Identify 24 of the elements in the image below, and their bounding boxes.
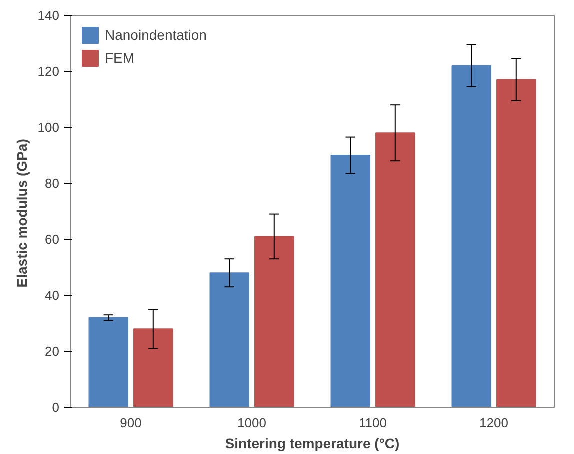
- y-tick-label: 100: [38, 120, 60, 135]
- legend-label: Nanoindentation: [105, 27, 207, 43]
- bar: [330, 155, 370, 408]
- bar: [496, 79, 536, 408]
- bar: [210, 272, 250, 408]
- y-axis-title: Elastic modulus (GPa): [14, 139, 30, 288]
- bar: [376, 132, 416, 408]
- bar: [134, 328, 174, 408]
- y-tick-label: 60: [45, 232, 60, 247]
- x-tick-label: 1100: [359, 416, 387, 430]
- x-tick-label: 1000: [238, 416, 266, 430]
- legend-label: FEM: [105, 50, 135, 66]
- x-tick-label: 900: [120, 416, 142, 430]
- bar: [88, 317, 128, 408]
- y-tick-label: 80: [45, 176, 60, 191]
- y-tick-label: 20: [45, 344, 60, 359]
- y-tick-label: 140: [38, 8, 60, 23]
- y-tick-label: 120: [38, 64, 60, 79]
- bar: [254, 236, 294, 408]
- x-axis-title: Sintering temperature (°C): [225, 436, 400, 452]
- x-tick-label: 1200: [480, 416, 508, 430]
- bar: [452, 65, 492, 408]
- y-tick-label: 40: [45, 288, 60, 303]
- y-tick-label: 0: [52, 400, 60, 415]
